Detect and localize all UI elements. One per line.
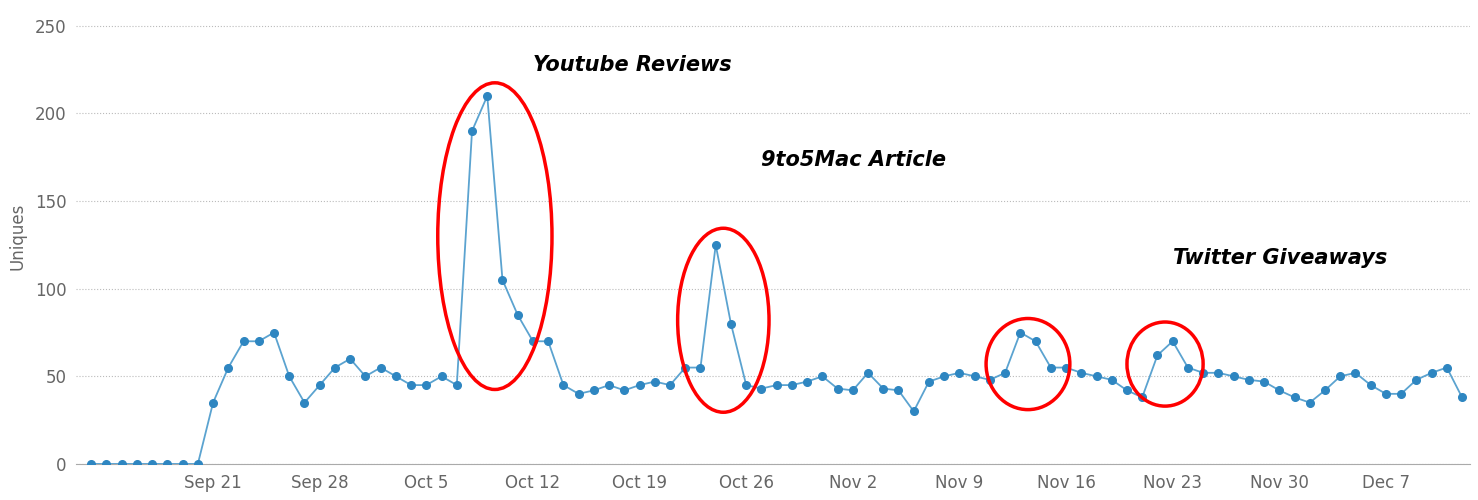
- Text: Youtube Reviews: Youtube Reviews: [534, 55, 732, 75]
- Y-axis label: Uniques: Uniques: [9, 202, 27, 270]
- Text: 9to5Mac Article: 9to5Mac Article: [761, 150, 946, 170]
- Text: Twitter Giveaways: Twitter Giveaways: [1172, 248, 1386, 268]
